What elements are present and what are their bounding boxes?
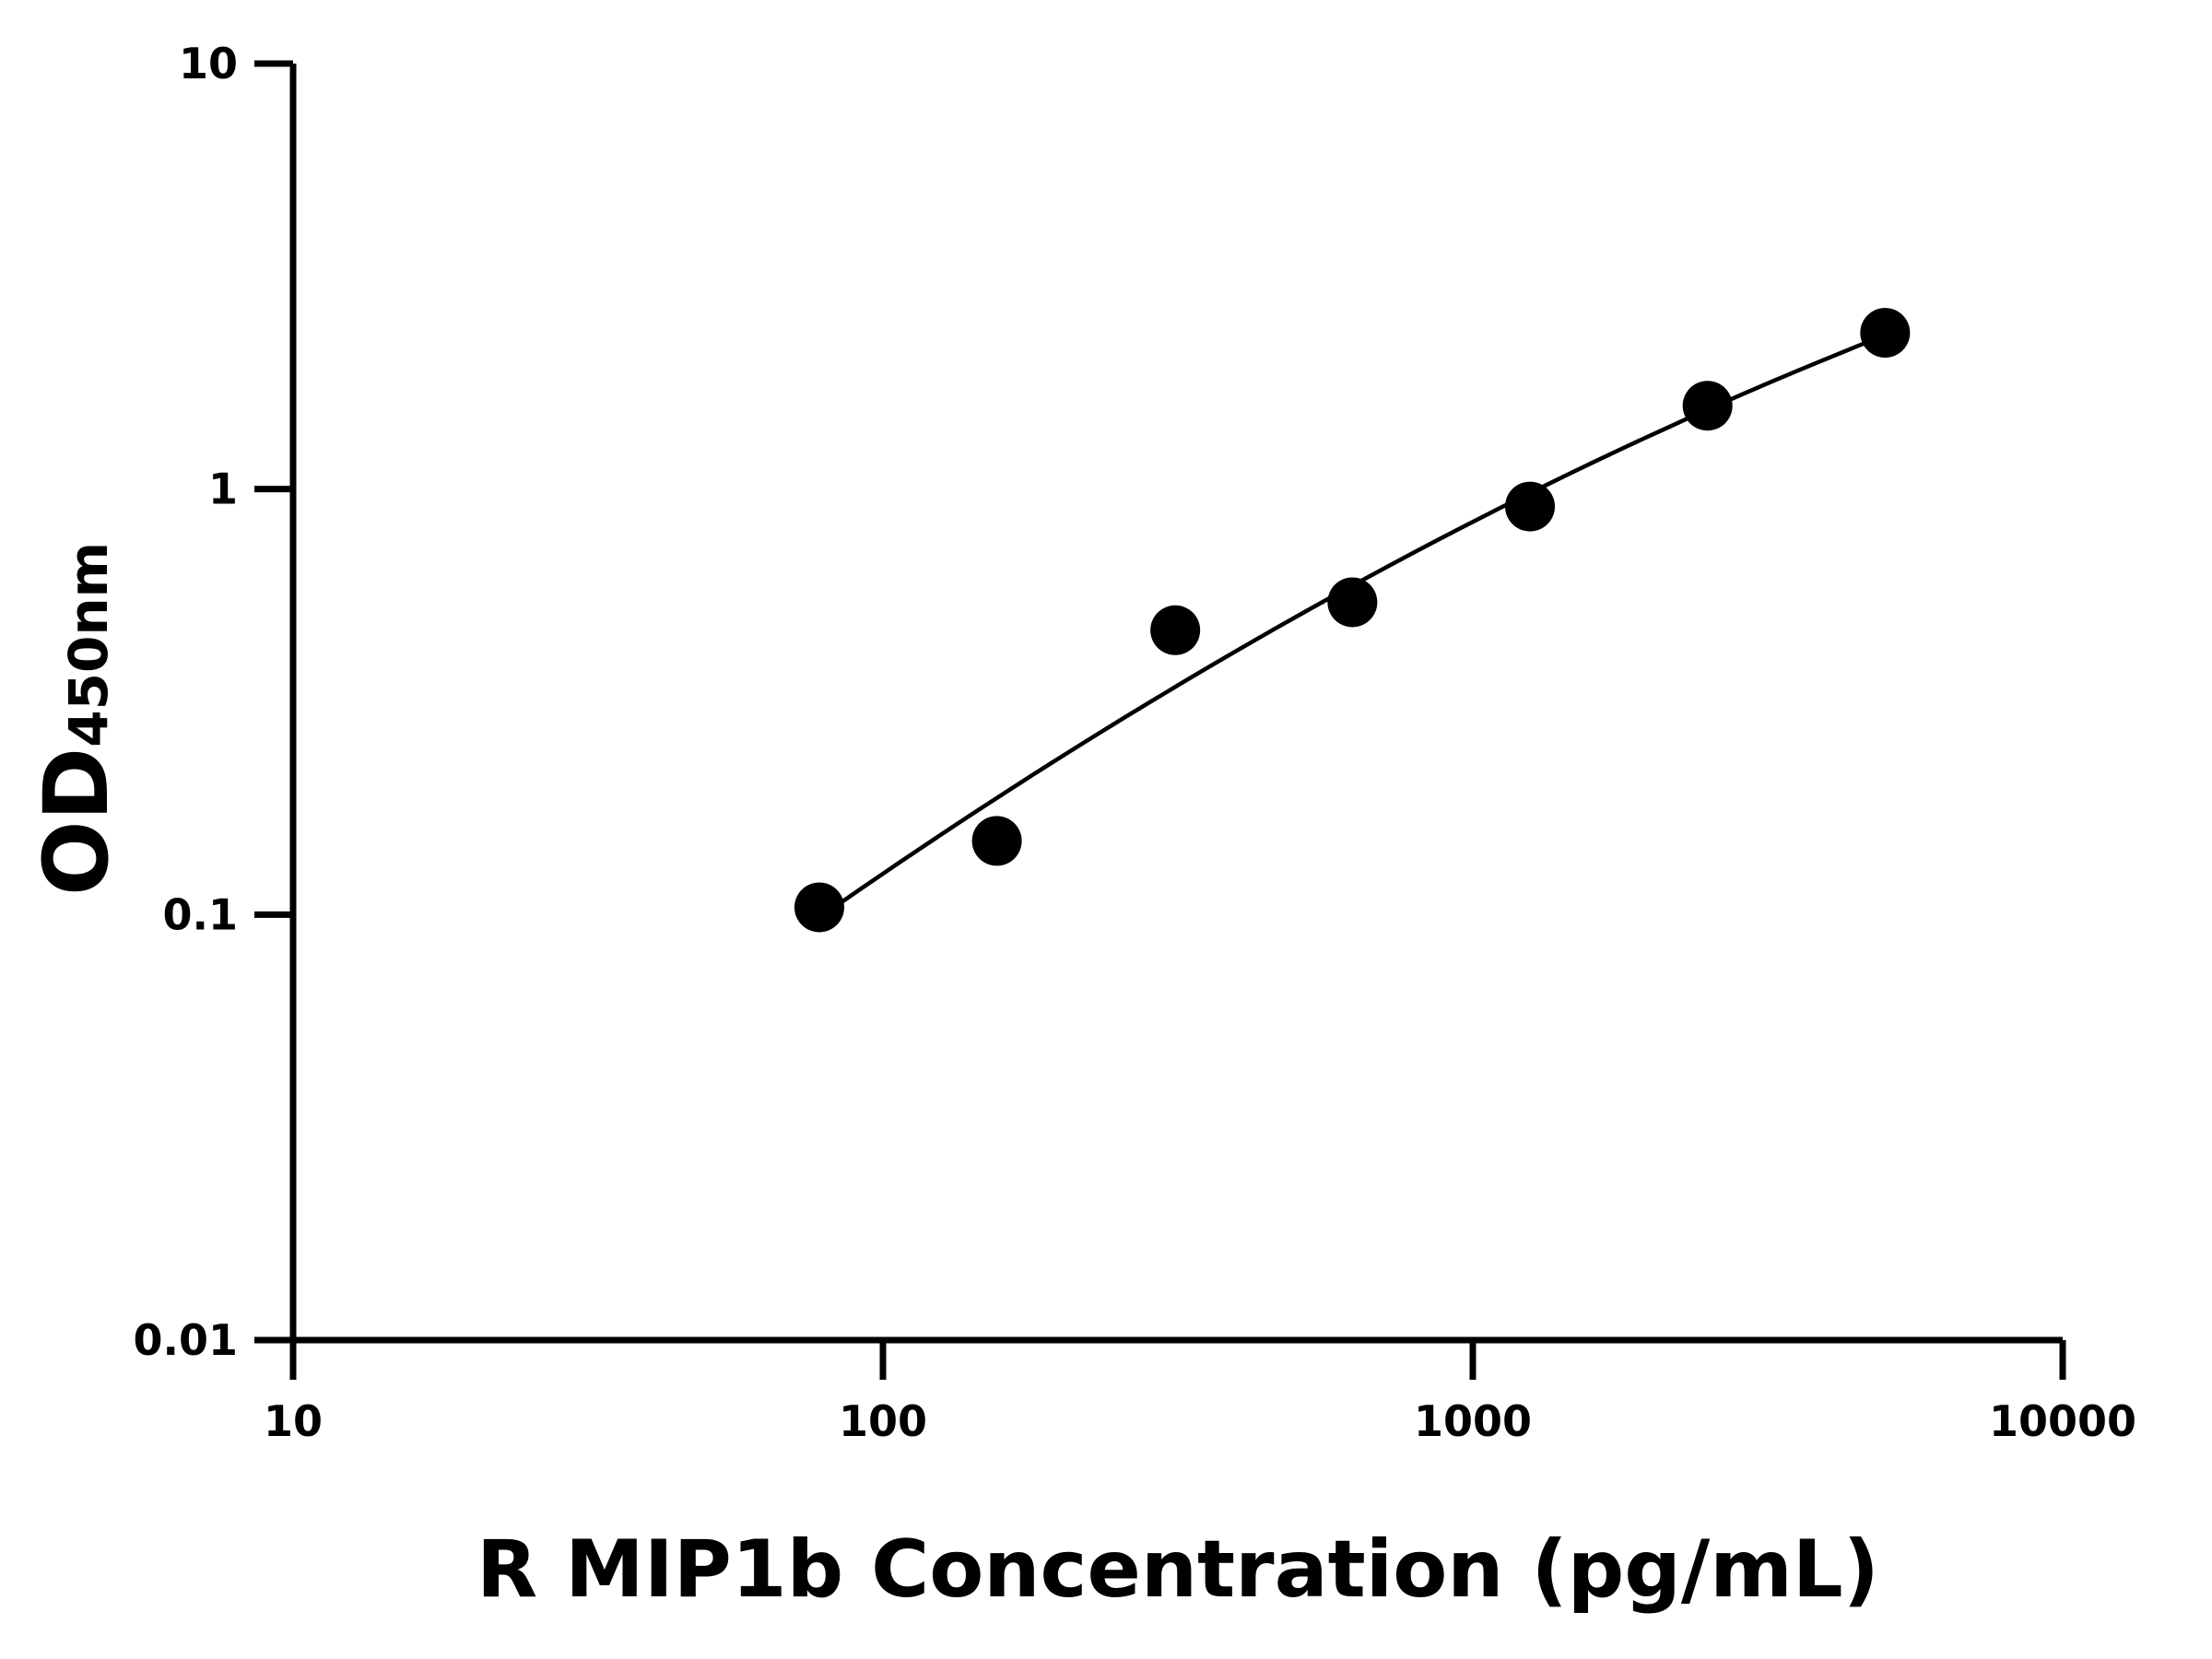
x-tick-label: 10000	[1989, 1396, 2136, 1446]
data-point	[1682, 381, 1733, 431]
y-tick-label: 10	[179, 39, 238, 88]
x-tick-label: 100	[839, 1396, 927, 1446]
y-tick-label: 0.1	[163, 889, 239, 939]
data-point	[1327, 577, 1378, 628]
y-tick-label: 0.01	[134, 1315, 239, 1365]
x-tick-label: 10	[264, 1396, 323, 1446]
y-tick-label: 1	[208, 465, 238, 514]
y-axis-label-group: OD450nm	[25, 542, 128, 896]
tick-labels: 0.01 0.1 1 10 10 100 1000 10000	[134, 39, 2137, 1446]
x-tick-label: 1000	[1414, 1396, 1532, 1446]
data-point	[1150, 605, 1201, 655]
data-point	[1860, 308, 1911, 359]
y-axis-label-subscript: 450nm	[57, 542, 120, 747]
data-point	[971, 816, 1022, 866]
data-point	[1505, 481, 1556, 532]
data-points-layer	[794, 308, 1911, 933]
data-point	[794, 882, 844, 933]
axes	[254, 60, 2066, 1380]
x-axis-label: R MIP1b Concentration (pg/mL)	[477, 1524, 1879, 1616]
y-axis-label-main: OD	[25, 747, 128, 896]
y-axis-label: OD450nm	[25, 542, 128, 896]
